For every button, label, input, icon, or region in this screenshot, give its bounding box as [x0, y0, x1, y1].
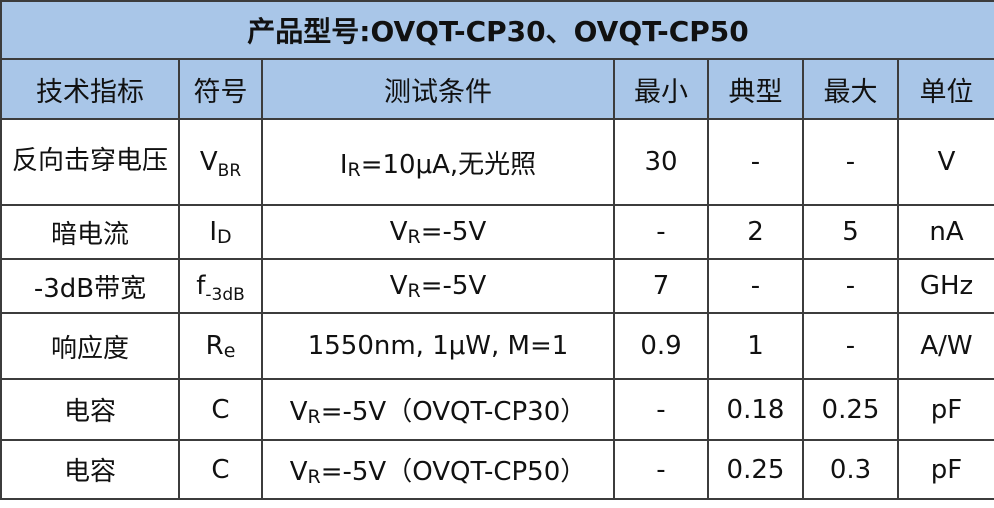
row-name: 电容: [0, 439, 180, 500]
row-name: 反向击穿电压: [0, 118, 180, 206]
table-row: -3dB带宽 f-3dB VR=-5V 7 - - GHz: [0, 258, 994, 314]
row-typ: -: [707, 258, 804, 314]
condition-rest: =-5V（OVQT-CP30）: [320, 397, 587, 427]
symbol-sub: e: [223, 340, 236, 362]
table-row: 响应度 Re 1550nm, 1μW, M=1 0.9 1 - A/W: [0, 312, 994, 380]
table-row: 电容 C VR=-5V（OVQT-CP50） - 0.25 0.3 pF: [0, 439, 994, 500]
row-symbol: C: [178, 439, 263, 500]
row-symbol: C: [178, 378, 263, 441]
condition-sub: R: [407, 280, 421, 302]
header-symbol: 符号: [178, 58, 263, 120]
row-unit: pF: [896, 378, 994, 441]
condition-rest: =-5V: [420, 217, 487, 247]
condition-rest: 1550nm, 1μW, M=1: [307, 331, 569, 361]
row-max: 0.3: [802, 439, 899, 500]
table-row: 暗电流 ID VR=-5V - 2 5 nA: [0, 204, 994, 260]
condition-main: I: [339, 149, 348, 180]
symbol-main: I: [209, 217, 218, 247]
row-condition: 1550nm, 1μW, M=1: [261, 312, 615, 380]
row-min: 30: [613, 118, 709, 206]
row-max: -: [802, 312, 899, 380]
row-unit: nA: [896, 204, 994, 260]
row-max: 0.25: [802, 378, 899, 441]
row-typ: 0.18: [707, 378, 804, 441]
table-title: 产品型号:OVQT-CP30、OVQT-CP50: [0, 0, 994, 60]
symbol-main: f: [196, 271, 206, 301]
table-row: 反向击穿电压 VBR IR=10μA,无光照 30 - - V: [0, 118, 994, 206]
condition-main: V: [389, 271, 408, 301]
title-row: 产品型号:OVQT-CP30、OVQT-CP50: [0, 0, 994, 60]
condition-main: V: [389, 217, 408, 247]
header-condition: 测试条件: [261, 58, 615, 120]
row-symbol: VBR: [178, 118, 263, 206]
row-name: 暗电流: [0, 204, 180, 260]
condition-main: V: [289, 457, 308, 487]
row-min: 7: [613, 258, 709, 314]
header-spec: 技术指标: [0, 58, 180, 120]
row-min: 0.9: [613, 312, 709, 380]
condition-sub: R: [407, 226, 421, 248]
symbol-main: V: [199, 147, 218, 177]
header-row: 技术指标 符号 测试条件 最小 典型 最大 单位: [0, 58, 994, 120]
header-max: 最大: [802, 58, 899, 120]
symbol-main: R: [205, 331, 224, 361]
row-name: 电容: [0, 378, 180, 441]
row-condition: VR=-5V: [261, 204, 615, 260]
row-unit: A/W: [896, 312, 994, 380]
symbol-sub: BR: [217, 161, 242, 181]
symbol-main: C: [211, 454, 230, 485]
header-typ: 典型: [707, 58, 804, 120]
row-unit: V: [896, 118, 994, 206]
row-typ: 0.25: [707, 439, 804, 500]
header-min: 最小: [613, 58, 709, 120]
row-typ: 1: [707, 312, 804, 380]
condition-sub: R: [307, 406, 321, 428]
condition-rest: =-5V（OVQT-CP50）: [320, 457, 587, 487]
row-condition: VR=-5V（OVQT-CP30）: [261, 378, 615, 441]
row-symbol: f-3dB: [178, 258, 263, 314]
condition-sub: R: [307, 466, 321, 488]
row-min: -: [613, 378, 709, 441]
row-min: -: [613, 204, 709, 260]
row-max: 5: [802, 204, 899, 260]
symbol-sub: -3dB: [205, 285, 245, 305]
row-condition: IR=10μA,无光照: [261, 118, 615, 206]
row-typ: 2: [707, 204, 804, 260]
row-typ: -: [707, 118, 804, 206]
condition-rest: =-5V: [420, 271, 487, 301]
row-unit: GHz: [896, 258, 994, 314]
row-name: 响应度: [0, 312, 180, 380]
row-unit: pF: [896, 439, 994, 500]
symbol-sub: D: [217, 226, 232, 248]
header-unit: 单位: [896, 58, 994, 120]
row-symbol: ID: [178, 204, 263, 260]
row-min: -: [613, 439, 709, 500]
row-condition: VR=-5V（OVQT-CP50）: [261, 439, 615, 500]
row-name: -3dB带宽: [0, 258, 180, 314]
symbol-main: C: [211, 394, 230, 425]
row-max: -: [802, 118, 899, 206]
condition-main: V: [289, 397, 308, 427]
table-row: 电容 C VR=-5V（OVQT-CP30） - 0.18 0.25 pF: [0, 378, 994, 441]
row-condition: VR=-5V: [261, 258, 615, 314]
condition-rest: =10μA,无光照: [360, 149, 537, 180]
row-symbol: Re: [178, 312, 263, 380]
row-max: -: [802, 258, 899, 314]
condition-sub: R: [347, 158, 361, 181]
